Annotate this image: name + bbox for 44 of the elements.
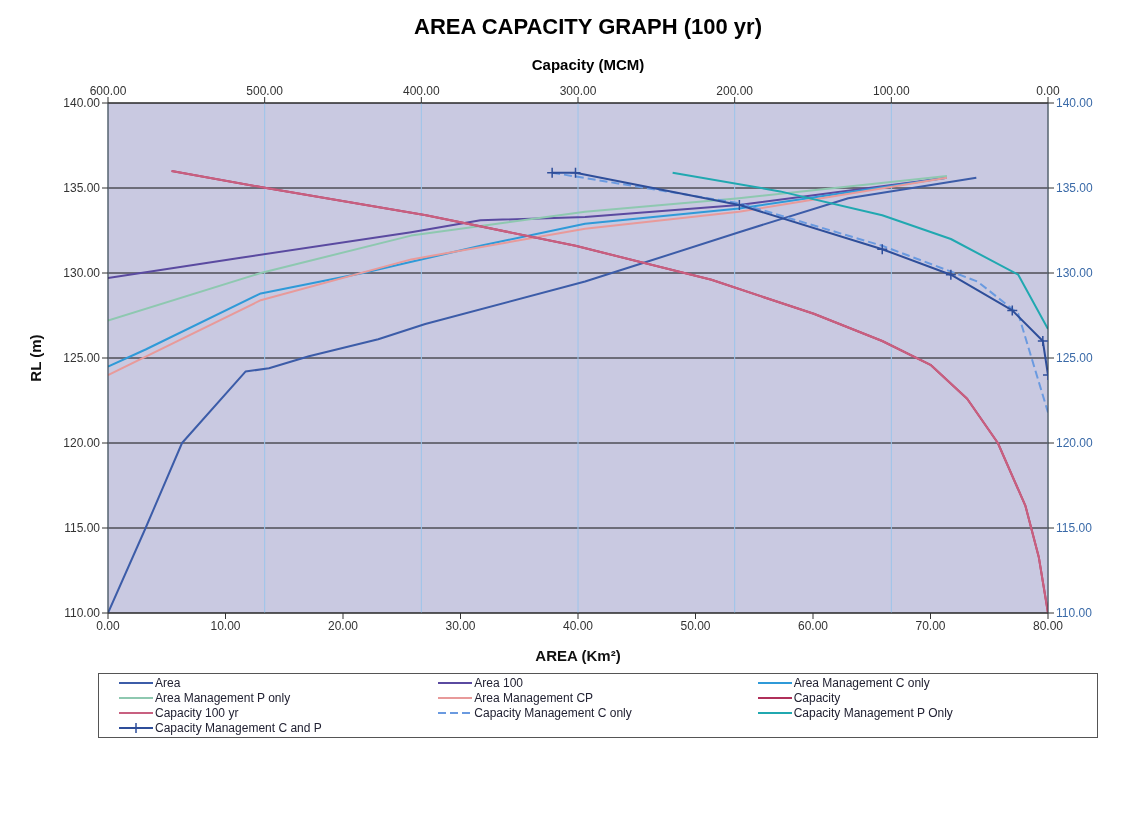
- y2-tick-label: 125.00: [1056, 351, 1094, 366]
- x-tick-label: 10.00: [210, 618, 241, 633]
- x2-axis-title: Capacity (MCM): [530, 56, 646, 73]
- y2-tick-label: 110.00: [1056, 606, 1093, 621]
- legend-label: Area: [155, 676, 181, 690]
- x-tick-label: 0.00: [96, 618, 120, 633]
- x-tick-label: 50.00: [680, 618, 711, 633]
- x2-tick-label: 100.00: [872, 84, 911, 98]
- y2-tick-label: 130.00: [1056, 266, 1094, 281]
- y-tick-label: 140.00: [63, 96, 101, 111]
- y-tick-label: 110.00: [64, 606, 101, 621]
- y-axis-title: RL (m): [27, 334, 45, 382]
- legend-label: Capacity: [793, 691, 841, 705]
- y2-tick-label: 135.00: [1056, 181, 1094, 196]
- y2-tick-label: 115.00: [1056, 521, 1093, 536]
- legend-label: Area Management CP: [474, 691, 594, 705]
- chart-title: AREA CAPACITY GRAPH (100 yr): [413, 14, 763, 40]
- x2-tick-label: 300.00: [559, 84, 597, 98]
- legend-label: Area 100: [474, 676, 524, 690]
- y-tick-label: 135.00: [63, 181, 101, 196]
- y2-tick-label: 140.00: [1056, 96, 1094, 111]
- legend-label: Capacity Management C only: [474, 706, 632, 720]
- y-tick-label: 125.00: [63, 351, 101, 366]
- x-tick-label: 30.00: [445, 618, 476, 633]
- x2-tick-label: 200.00: [716, 84, 754, 98]
- x2-tick-label: 400.00: [402, 84, 441, 98]
- legend-label: Capacity Management P Only: [793, 706, 953, 720]
- x-tick-label: 60.00: [797, 618, 829, 633]
- x-tick-label: 80.00: [1032, 618, 1064, 633]
- x2-tick-label: 600.00: [89, 84, 127, 98]
- x2-tick-label: 0.00: [1036, 84, 1060, 98]
- x-axis-title: AREA (Km²): [535, 647, 621, 664]
- y-tick-label: 115.00: [64, 521, 101, 536]
- y-tick-label: 130.00: [63, 266, 101, 281]
- x-tick-label: 70.00: [915, 618, 946, 633]
- legend-label: Capacity Management C and P: [155, 721, 322, 735]
- x-tick-label: 20.00: [327, 618, 359, 633]
- x-tick-label: 40.00: [562, 618, 594, 633]
- legend-label: Area Management C only: [793, 676, 930, 690]
- y2-tick-label: 120.00: [1056, 436, 1094, 451]
- y-tick-label: 120.00: [63, 436, 101, 451]
- x2-tick-label: 500.00: [246, 84, 284, 98]
- legend-label: Capacity 100 yr: [155, 706, 239, 720]
- legend-label: Area Management P only: [155, 691, 291, 705]
